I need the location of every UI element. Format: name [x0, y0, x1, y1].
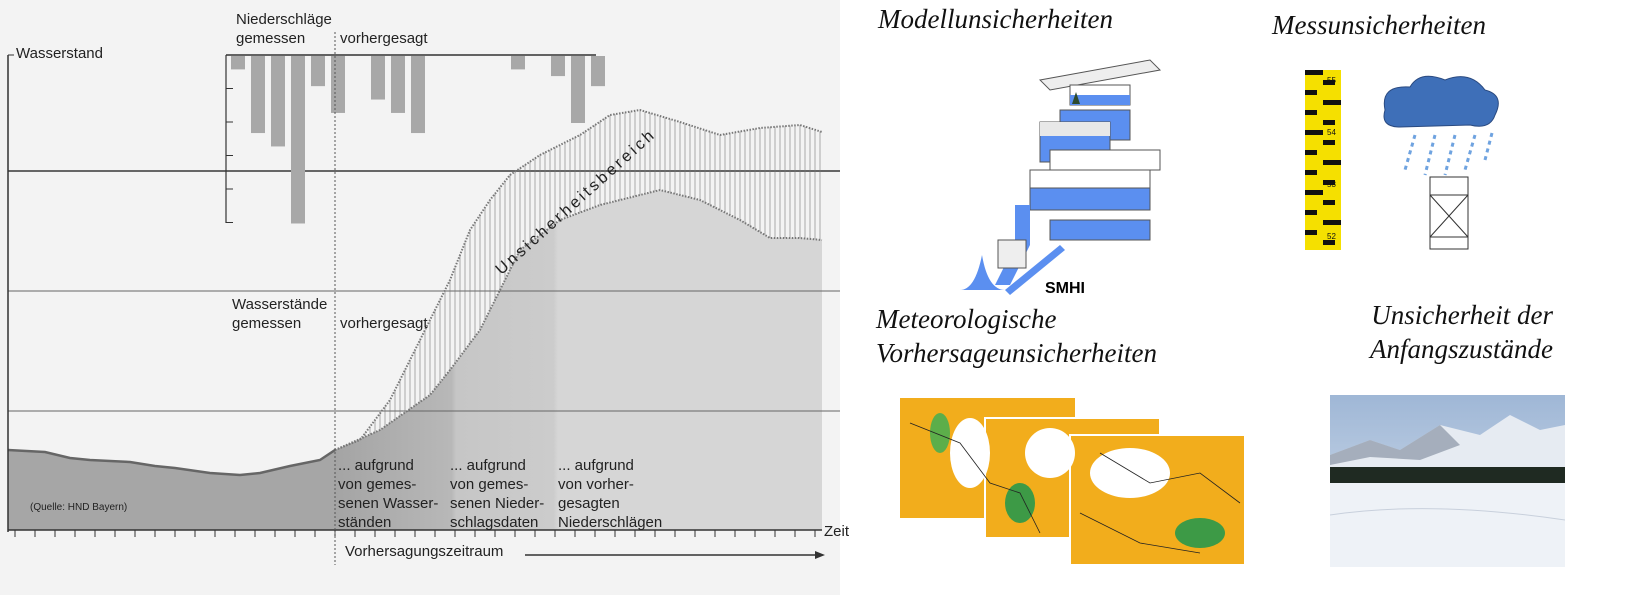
precip-bar — [411, 56, 425, 134]
gauge-number: 53 — [1327, 180, 1336, 189]
precip-bar — [231, 56, 245, 70]
rain-gauge-icon — [1429, 176, 1469, 250]
x-axis-label: Zeit — [824, 523, 850, 540]
gauge-mark — [1323, 240, 1335, 245]
meteo-forecast-maps — [900, 398, 1246, 566]
measured-water-line — [7, 448, 336, 477]
initial-state-uncertainty-title: Unsicherheit der Anfangszustände — [1369, 300, 1553, 364]
precip-bar — [511, 56, 525, 70]
gauge-mark — [1323, 100, 1341, 105]
precip-bar — [291, 56, 305, 224]
gauge-mark — [1305, 150, 1317, 155]
gauge-mark — [1323, 140, 1335, 145]
basis-measured-water-label: ... aufgrund von gemes- senen Wasser- st… — [338, 457, 439, 531]
precip-bar — [271, 56, 285, 147]
water-measured-label: Wasserstände gemessen — [232, 296, 328, 332]
uncertainty-upper-bound — [334, 108, 823, 451]
arrow-head-icon — [815, 551, 825, 559]
gauge-mark — [1305, 230, 1317, 235]
rain-cloud-icon — [1383, 75, 1499, 128]
gauge-number: 52 — [1327, 232, 1336, 241]
basis-forecast-precip-label: ... aufgrund von vorher- gesagten Nieder… — [558, 457, 663, 531]
water-forecast-label: vorhergesagt — [340, 315, 428, 332]
model-uncertainty-title: Modellunsicherheiten — [878, 4, 1113, 34]
precip-bar — [571, 56, 585, 123]
smhi-logo: SMHI — [1045, 280, 1085, 297]
measured-water-area — [8, 450, 335, 530]
gauge-mark — [1305, 190, 1323, 195]
precip-bar — [551, 56, 565, 77]
gauge-mark — [1305, 170, 1317, 175]
precip-bar — [311, 56, 325, 87]
gauge-mark — [1305, 210, 1317, 215]
gauge-mark — [1323, 180, 1335, 185]
precip-bar — [331, 56, 345, 113]
precip-forecast-label: vorhergesagt — [340, 30, 428, 47]
gauge-mark — [1323, 120, 1335, 125]
meteo-uncertainty-title: Meteorologische Vorhersageunsicherheiten — [876, 304, 1157, 368]
precip-measured-label: Niederschläge gemessen — [236, 11, 332, 47]
y-axis-label: Wasserstand — [16, 45, 103, 62]
water-level-forecast-diagram — [0, 0, 840, 595]
forecast-water-area — [335, 190, 822, 530]
hbv-model-illustration: SMHI — [960, 59, 1162, 297]
gauge-mark — [1323, 200, 1335, 205]
basis-measured-precip-label: ... aufgrund von gemes- senen Nieder- sc… — [450, 457, 545, 531]
forecast-period-label: Vorhersagungszeitraum — [345, 543, 504, 560]
gauge-mark — [1323, 160, 1341, 165]
gauge-number: 54 — [1327, 128, 1336, 137]
gauge-mark — [1305, 90, 1317, 95]
gauge-mark — [1323, 80, 1335, 85]
gauge-mark — [1323, 220, 1341, 225]
measurement-illustration: 55 54 53 52 — [1305, 70, 1499, 250]
uncertainty-lower-bound — [334, 188, 823, 451]
gauge-number: 55 — [1327, 76, 1336, 85]
precip-bar — [371, 56, 385, 100]
source-note: (Quelle: HND Bayern) — [30, 502, 128, 513]
precip-bar — [591, 56, 605, 87]
gauge-mark — [1305, 110, 1317, 115]
snow-landscape-photo — [1330, 395, 1565, 567]
measurement-uncertainty-title: Messunsicherheiten — [1272, 10, 1486, 40]
precip-bar — [391, 56, 405, 113]
gauge-mark — [1305, 70, 1323, 75]
gauge-mark — [1305, 130, 1323, 135]
precip-bar — [251, 56, 265, 134]
